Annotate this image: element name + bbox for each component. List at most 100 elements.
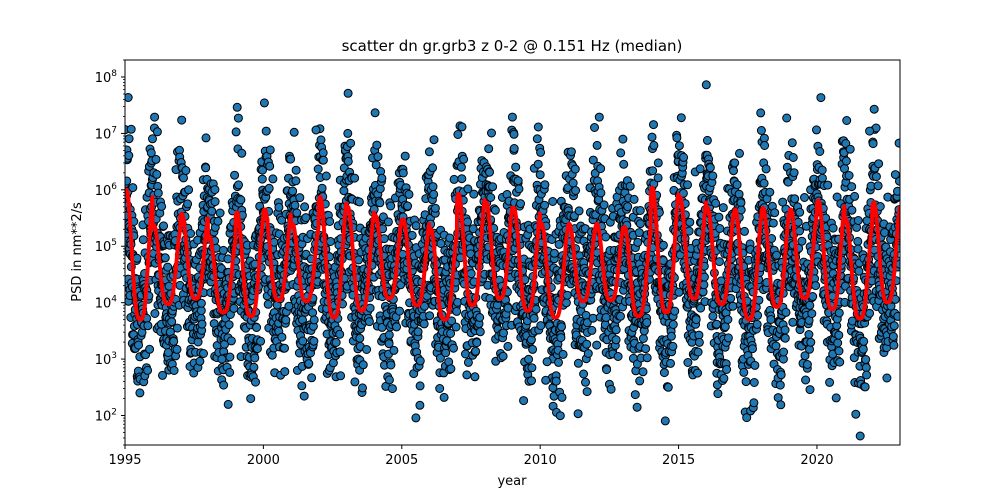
scatter-point [125, 134, 134, 144]
scatter-point [874, 159, 884, 169]
scatter-point [301, 213, 311, 223]
scatter-point [613, 352, 623, 361]
scatter-point [616, 148, 626, 158]
scatter-point [291, 165, 301, 175]
scatter-point [358, 383, 367, 393]
scatter-point [475, 313, 485, 322]
scatter-point [739, 367, 749, 377]
scatter-point [257, 174, 267, 184]
scatter-point [581, 377, 590, 387]
scatter-point [730, 158, 740, 168]
scatter-point [844, 171, 854, 180]
scatter-point [516, 199, 525, 209]
scatter-point [750, 360, 760, 370]
x-tick-label-2015: 2015 [662, 453, 695, 468]
x-tick-label-2010: 2010 [524, 453, 557, 468]
scatter-point [445, 233, 455, 243]
scatter-point [789, 168, 799, 178]
scatter-point [775, 380, 785, 390]
scatter-point [288, 186, 298, 196]
scatter-point [629, 194, 639, 204]
scatter-point [336, 371, 346, 381]
scatter-point [888, 332, 898, 341]
scatter-point [218, 245, 228, 255]
scatter-point [309, 336, 319, 346]
scatter-point [210, 185, 220, 195]
scatter-point [648, 166, 658, 176]
scatter-point [514, 184, 524, 194]
scatter-point [859, 336, 869, 346]
scatter-point [143, 365, 153, 375]
scatter-point [540, 180, 550, 190]
scatter-point [125, 176, 132, 186]
scatter-point [398, 168, 408, 178]
scatter-point [281, 315, 291, 325]
scatter-point [779, 347, 789, 357]
scatter-point [199, 349, 208, 358]
scatter-point [556, 333, 566, 343]
scatter-point [343, 88, 353, 98]
scatter-point [264, 183, 274, 193]
scatter-point [853, 216, 863, 225]
scatter-point [386, 360, 396, 370]
scatter-point [280, 343, 289, 353]
scatter-point [571, 186, 581, 195]
scatter-point [249, 362, 259, 372]
scatter-point [461, 349, 470, 359]
y-axis-label: PSD in nm**2/s [70, 202, 85, 302]
scatter-point [295, 193, 305, 203]
scatter-point [252, 323, 262, 332]
scatter-point [230, 170, 240, 180]
scatter-point [177, 115, 187, 125]
scatter-point [527, 376, 536, 386]
scatter-point [527, 363, 537, 373]
scatter-point [531, 304, 541, 314]
scatter-point [714, 257, 724, 267]
scatter-point [265, 145, 275, 155]
scatter-point [384, 375, 394, 385]
scatter-point [372, 140, 382, 150]
scatter-point [456, 162, 466, 172]
scatter-point [635, 206, 645, 215]
scatter-point [713, 389, 723, 399]
scatter-point [151, 154, 161, 164]
scatter-point [694, 330, 704, 340]
scatter-point [691, 315, 701, 325]
scatter-point [355, 333, 365, 343]
scatter-point [246, 394, 256, 404]
scatter-point [752, 319, 762, 329]
scatter-point [358, 360, 368, 370]
scatter-point [298, 336, 308, 346]
scatter-point [290, 200, 300, 210]
scatter-point [252, 344, 262, 354]
scatter-point [309, 315, 319, 325]
scatter-point [509, 129, 519, 139]
scatter-point [215, 208, 225, 218]
scatter-point [834, 346, 844, 356]
scatter-point [732, 180, 742, 190]
scatter-point [828, 223, 838, 233]
scatter-point [719, 373, 729, 383]
scatter-point [236, 195, 246, 205]
scatter-point [601, 313, 611, 322]
scatter-point [435, 384, 445, 393]
scatter-point [125, 151, 134, 160]
scatter-point [768, 218, 778, 228]
scatter-point [407, 230, 417, 240]
scatter-point [424, 147, 434, 157]
scatter-point [554, 357, 563, 367]
scatter-point [800, 193, 809, 202]
scatter-point [263, 299, 273, 309]
scatter-point [299, 391, 309, 401]
scatter-point [726, 293, 736, 303]
scatter-point [277, 332, 287, 342]
scatter-point [370, 108, 380, 118]
scatter-point [387, 384, 397, 394]
scatter-point [138, 235, 148, 245]
scatter-point [451, 322, 461, 332]
scatter-point [683, 180, 692, 190]
scatter-point [536, 321, 546, 331]
scatter-point [346, 138, 356, 148]
scatter-point [535, 170, 545, 180]
